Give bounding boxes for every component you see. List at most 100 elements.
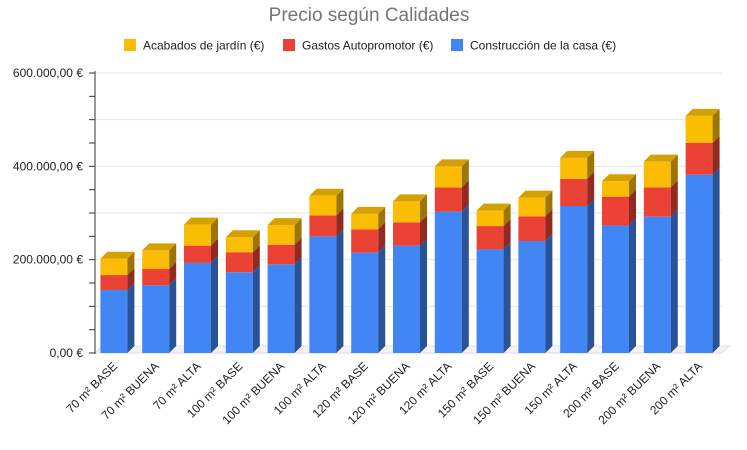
bar-segment: [351, 222, 386, 253]
bar-front: [602, 225, 629, 353]
bar-front: [142, 250, 170, 269]
bar-side: [545, 190, 553, 217]
bar-segment: [142, 243, 177, 269]
bar-segment: [309, 188, 344, 216]
bar-side: [169, 262, 177, 286]
y-axis: 0,00 € 200.000,00 € 400.000,00 € 600.000,00…: [13, 66, 96, 360]
bar-front: [267, 225, 295, 245]
legend-swatch: [283, 39, 295, 51]
bar-segment: [351, 206, 386, 230]
bar-stack: [142, 243, 177, 353]
bar-side: [420, 238, 427, 353]
bar-side: [169, 278, 177, 353]
bar-segment: [351, 245, 386, 353]
bar-segment: [602, 174, 636, 197]
bar-segment: [267, 218, 302, 245]
bar-segment: [643, 209, 678, 353]
bar-stack: [434, 159, 469, 353]
bar-stack: [351, 206, 386, 353]
bar-front: [685, 174, 713, 353]
bar-side: [629, 174, 636, 197]
legend-label: Construcción de la casa (€): [470, 39, 616, 53]
bar-segment: [560, 171, 595, 206]
bar-side: [587, 150, 595, 179]
bar-side: [127, 283, 135, 353]
bar-front: [393, 201, 420, 223]
bar-segment: [184, 255, 218, 353]
bar-side: [545, 209, 553, 241]
bar-segment: [309, 229, 344, 353]
bar-stack: [184, 217, 218, 353]
bar-segment: [643, 154, 678, 188]
bar-front: [434, 211, 462, 353]
bar-front: [476, 249, 504, 353]
bar-segment: [434, 180, 469, 212]
bar-top: [309, 188, 344, 196]
bar-side: [294, 237, 302, 265]
bar-front: [184, 262, 211, 353]
bar-segment: [225, 230, 260, 253]
y-tick-label: 200.000,00 €: [13, 253, 83, 267]
bar-front: [643, 216, 671, 353]
bar-front: [100, 275, 128, 290]
legend-swatch: [124, 39, 136, 51]
bar-stack: [100, 251, 135, 353]
bar-stack: [267, 218, 302, 353]
bar-side: [211, 255, 218, 353]
bar-front: [602, 196, 629, 226]
bar-segment: [434, 159, 469, 188]
bar-segment: [309, 208, 344, 237]
bar-segment: [225, 245, 260, 273]
bar-side: [420, 215, 427, 246]
bar-segment: [476, 203, 511, 227]
legend-label: Gastos Autopromotor (€): [302, 39, 433, 53]
bar-front: [142, 285, 170, 353]
legend-item: Gastos Autopromotor (€): [283, 39, 433, 53]
bar-segment: [685, 136, 720, 175]
bar-front: [434, 166, 462, 188]
bar-segment: [476, 242, 511, 353]
bar-side: [587, 171, 595, 206]
bar-top: [184, 217, 218, 225]
bar-top: [643, 154, 678, 162]
bar-front: [351, 252, 379, 353]
bar-segment: [267, 237, 302, 265]
bar-stack: [518, 190, 553, 353]
bar-side: [127, 268, 135, 290]
bar-front: [685, 143, 713, 175]
bar-segment: [142, 278, 177, 353]
bars: [100, 108, 720, 353]
bar-front: [393, 222, 420, 246]
bar-segment: [602, 189, 636, 226]
bar-segment: [434, 204, 469, 353]
bar-side: [503, 219, 511, 250]
bar-top: [393, 194, 427, 202]
bar-front: [602, 181, 629, 197]
bar-side: [252, 230, 260, 253]
bar-side: [670, 180, 678, 217]
bar-side: [211, 217, 218, 246]
bar-segment: [560, 150, 595, 179]
bar-front: [309, 236, 337, 353]
bar-top: [351, 206, 386, 214]
bar-side: [712, 167, 720, 353]
bar-side: [670, 209, 678, 353]
bar-top: [142, 243, 177, 251]
bar-front: [225, 272, 253, 353]
legend-item: Acabados de jardín (€): [124, 39, 264, 53]
bar-segment: [184, 217, 218, 246]
bar-front: [643, 161, 671, 188]
bar-side: [252, 265, 260, 353]
bar-side: [712, 136, 720, 175]
bar-side: [461, 159, 469, 188]
bar-front: [100, 258, 128, 276]
bar-front: [518, 241, 546, 353]
bar-top: [560, 150, 595, 158]
bar-side: [336, 208, 344, 237]
bar-side: [545, 234, 553, 353]
bar-side: [587, 199, 595, 353]
bar-segment: [518, 209, 553, 241]
bar-top: [476, 203, 511, 211]
y-tick-label: 600.000,00 €: [13, 66, 83, 80]
